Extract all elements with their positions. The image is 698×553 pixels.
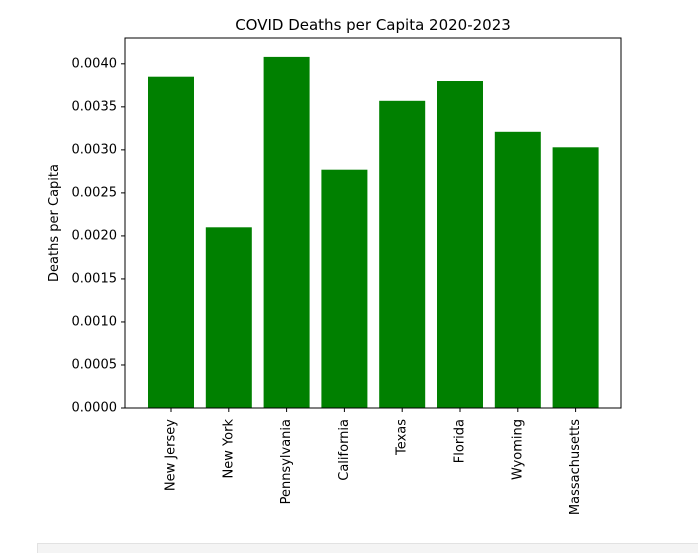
chart-title: COVID Deaths per Capita 2020-2023 bbox=[235, 16, 511, 34]
bar-florida bbox=[437, 81, 483, 408]
y-axis-label: Deaths per Capita bbox=[47, 164, 62, 282]
bar-new-york bbox=[205, 227, 252, 408]
x-tick-label: New York bbox=[221, 419, 236, 479]
plot-frame bbox=[124, 37, 622, 409]
bar-pennsylvania bbox=[263, 56, 310, 409]
y-tick-label: 0.0035 bbox=[72, 99, 118, 114]
bar-texas bbox=[379, 100, 426, 409]
y-tick-label: 0.0040 bbox=[72, 56, 118, 71]
x-tick-label: Massachusetts bbox=[568, 419, 583, 515]
bar-new-jersey bbox=[148, 76, 194, 408]
y-tick-label: 0.0030 bbox=[72, 142, 118, 157]
x-tick-label: Florida bbox=[453, 419, 468, 463]
x-tick-label: Pennsylvania bbox=[279, 419, 294, 504]
x-tick-label: Texas bbox=[395, 419, 410, 456]
x-tick-label: California bbox=[337, 419, 352, 481]
x-tick-label: Wyoming bbox=[510, 419, 525, 480]
y-tick-label: 0.0000 bbox=[72, 401, 118, 416]
bottom-panel bbox=[37, 543, 698, 553]
y-tick-label: 0.0005 bbox=[72, 357, 118, 372]
bars-layer bbox=[148, 56, 599, 409]
y-axis: 0.0000 0.0005 0.0010 0.0015 0.0020 0.0025 0.00… bbox=[72, 56, 125, 416]
y-tick-label: 0.0010 bbox=[72, 314, 118, 329]
bar-wyoming bbox=[494, 131, 541, 409]
y-tick-label: 0.0015 bbox=[72, 271, 118, 286]
x-axis: New Jersey New York Pennsylvania California… bbox=[164, 408, 583, 515]
bar-california bbox=[321, 169, 368, 408]
x-tick-label: New Jersey bbox=[164, 419, 179, 491]
y-tick-label: 0.0020 bbox=[72, 228, 118, 243]
bar-massachusetts bbox=[552, 147, 599, 409]
y-tick-label: 0.0025 bbox=[72, 185, 118, 200]
